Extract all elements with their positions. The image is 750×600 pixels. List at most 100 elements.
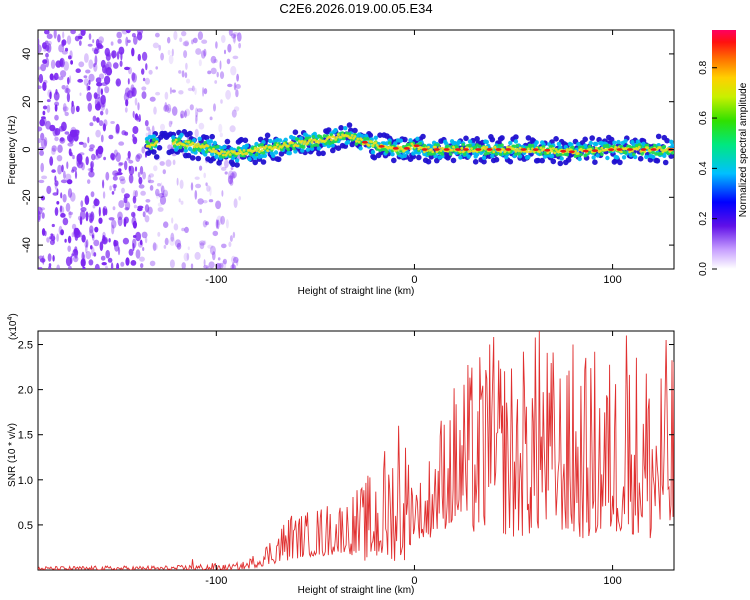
noise-point — [111, 191, 115, 195]
noise-point — [105, 249, 110, 259]
noise-point — [54, 114, 59, 121]
noise-point — [222, 258, 227, 265]
noise-point — [215, 219, 219, 229]
signal-point — [310, 144, 314, 148]
noise-point — [228, 241, 232, 248]
signal-point — [400, 147, 404, 151]
signal-point — [352, 127, 358, 134]
noise-point — [72, 154, 75, 160]
signal-point — [614, 155, 620, 160]
noise-point — [105, 61, 112, 70]
signal-point — [662, 153, 667, 158]
signal-point — [644, 154, 649, 160]
noise-point — [74, 249, 78, 259]
signal-point — [357, 140, 361, 144]
signal-point — [470, 147, 473, 151]
noise-point — [191, 85, 195, 92]
signal-point — [292, 129, 299, 135]
noise-point — [114, 242, 120, 252]
noise-point — [125, 36, 129, 47]
noise-point — [203, 88, 208, 95]
noise-point — [233, 256, 239, 264]
noise-point — [47, 40, 52, 46]
noise-point — [171, 89, 176, 93]
noise-point — [124, 207, 130, 211]
noise-point — [231, 109, 237, 118]
signal-point — [507, 158, 514, 165]
signal-point — [636, 147, 640, 151]
signal-point — [260, 159, 267, 165]
signal-point — [499, 150, 502, 154]
noise-point — [92, 115, 97, 122]
signal-point — [458, 155, 463, 160]
noise-point — [178, 198, 181, 203]
signal-point — [332, 135, 336, 139]
noise-point — [56, 264, 60, 269]
signal-point — [583, 153, 587, 158]
noise-point — [153, 165, 158, 172]
signal-point — [484, 139, 489, 145]
noise-point — [91, 232, 95, 241]
signal-peak — [560, 149, 567, 153]
noise-point — [114, 172, 120, 176]
noise-point — [88, 79, 91, 85]
noise-point — [196, 108, 203, 113]
signal-point — [594, 141, 599, 147]
noise-point — [74, 35, 80, 42]
noise-point — [68, 210, 72, 219]
signal-point — [306, 141, 310, 145]
noise-point — [46, 237, 50, 243]
noise-point — [51, 147, 56, 155]
noise-point — [232, 231, 236, 239]
noise-point — [105, 265, 108, 269]
noise-point — [155, 91, 161, 96]
noise-point — [195, 183, 202, 189]
signal-point — [191, 138, 197, 143]
noise-point — [101, 82, 108, 86]
noise-point — [65, 202, 71, 212]
noise-point — [119, 176, 125, 182]
noise-point — [77, 78, 84, 83]
signal-peak — [378, 145, 385, 148]
noise-point — [163, 104, 170, 112]
signal-point — [660, 148, 663, 152]
noise-point — [71, 232, 75, 238]
signal-point — [612, 140, 617, 145]
signal-point — [391, 157, 397, 164]
y-tick-label: 0.5 — [18, 520, 33, 532]
noise-point — [133, 35, 138, 45]
noise-point — [110, 121, 115, 124]
signal-point — [456, 139, 462, 144]
noise-point — [89, 167, 94, 173]
noise-point — [227, 43, 232, 53]
noise-point — [121, 187, 125, 194]
noise-point — [93, 252, 97, 257]
noise-point — [96, 82, 103, 87]
snr-multiplier-base: (x10 — [8, 320, 19, 340]
noise-point — [142, 211, 146, 218]
signal-point — [300, 148, 305, 153]
noise-point — [88, 73, 95, 82]
signal-point — [296, 144, 300, 148]
signal-point — [212, 147, 215, 151]
signal-point — [420, 133, 426, 140]
signal-point — [214, 154, 219, 159]
noise-point — [60, 192, 63, 199]
colorbar-tick-label: 0.2 — [698, 211, 709, 225]
signal-point — [508, 140, 513, 146]
noise-point — [219, 132, 223, 138]
noise-point — [173, 223, 179, 231]
noise-point — [161, 185, 165, 196]
noise-point — [127, 39, 131, 43]
noise-point — [57, 34, 61, 43]
noise-point — [208, 199, 214, 203]
noise-point — [235, 89, 239, 98]
noise-point — [131, 47, 135, 57]
noise-point — [110, 262, 114, 269]
noise-point — [71, 100, 74, 107]
signal-point — [587, 144, 592, 149]
noise-point — [165, 159, 172, 167]
signal-point — [171, 135, 176, 140]
noise-point — [81, 251, 85, 261]
colorbar-tick-label: 0.4 — [698, 161, 709, 175]
